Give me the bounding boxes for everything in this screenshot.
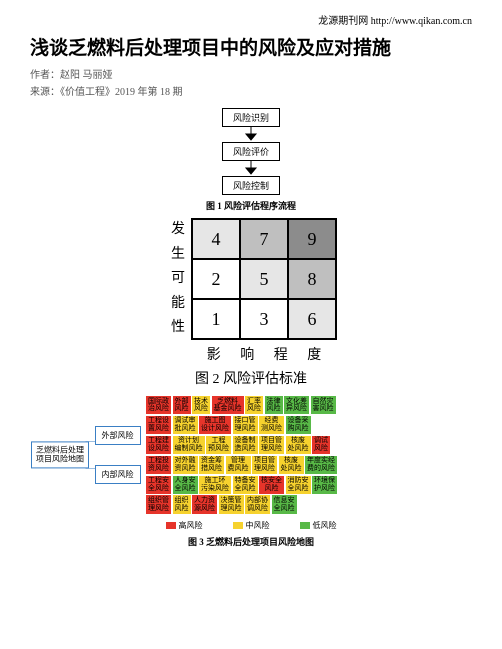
legend-label: 低风险 [313, 520, 337, 531]
risk-box: 决策管理风险 [219, 495, 244, 513]
risk-box: 技术风险 [192, 396, 210, 414]
fig1-box-3: 风险控制 [222, 176, 280, 195]
risk-box: 组织风险 [173, 495, 191, 513]
fig2-ylabel-char: 能 [171, 294, 185, 314]
risk-box: 调试审批风险 [173, 416, 198, 434]
fig2-cell: 2 [192, 259, 240, 299]
down-arrow-icon [244, 161, 258, 176]
risk-box: 工程设置风险 [146, 416, 171, 434]
risk-box: 核安全风险 [259, 476, 284, 494]
risk-box: 核废处风险 [279, 456, 304, 474]
legend-item: 中风险 [233, 520, 270, 531]
fig2-ylabel-char: 性 [171, 318, 185, 338]
risk-box: 经费测风险 [259, 416, 284, 434]
risk-box: 消防安全风险 [286, 476, 311, 494]
legend-swatch [233, 522, 243, 529]
risk-box: 国际政治风险 [146, 396, 171, 414]
risk-box: 施工图设计风险 [199, 416, 231, 434]
risk-box: 资金筹措风险 [199, 456, 224, 474]
figure-3: 乏燃料后处理项目风险地图 外部风险 内部风险 国际政治风险外部风险技术风险乏燃料… [31, 396, 471, 548]
risk-box: 接口管理风险 [233, 416, 258, 434]
fig2-cell: 4 [192, 219, 240, 259]
fig3-legend: 高风险 中风险 低风险 [31, 520, 471, 531]
risk-box: 人身安全风险 [173, 476, 198, 494]
fig2-ylabel-char: 发 [171, 220, 185, 240]
risk-box: 信息安全风险 [272, 495, 297, 513]
risk-box: 设备采购风险 [286, 416, 311, 434]
legend-swatch [300, 522, 310, 529]
fig3-row: 工程设置风险调试审批风险施工图设计风险接口管理风险经费测风险设备采购风险 [146, 416, 337, 434]
down-arrow-icon [244, 127, 258, 142]
risk-box: 项目管理风险 [259, 436, 284, 454]
risk-box: 核废处风险 [286, 436, 311, 454]
fig3-row: 工程投资风险对外融资风险资金筹措风险管理费风险项目管理风险核废处风险年度实经费的… [146, 456, 337, 474]
fig1-box-1: 风险识别 [222, 108, 280, 127]
fig3-row: 国际政治风险外部风险技术风险乏燃料基金风险汇率风险法律风险文化差异风险自然灾害风… [146, 396, 337, 414]
fig2-cell: 8 [288, 259, 336, 299]
fig2-cell: 5 [240, 259, 288, 299]
risk-box: 资计划编制风险 [173, 436, 205, 454]
fig3-caption: 图 3 乏燃料后处理项目风险地图 [31, 535, 471, 548]
source-link: 龙源期刊网 http://www.qikan.com.cn [30, 12, 472, 27]
fig2-ylabel-char: 生 [171, 245, 185, 265]
risk-box: 管理费风险 [226, 456, 251, 474]
fig3-row: 工程建设风险资计划编制风险工程预风险设备制造风险项目管理风险核废处风险调试风险 [146, 436, 337, 454]
fig2-cell: 3 [240, 299, 288, 339]
risk-box: 环境保护风险 [312, 476, 337, 494]
article-title: 浅谈乏燃料后处理项目中的风险及应对措施 [30, 33, 472, 60]
risk-box: 汇率风险 [245, 396, 263, 414]
risk-box: 外部风险 [173, 396, 191, 414]
fig3-row: 工程安全风险人身安全风险施工环污染风险特备安全风险核安全风险消防安全风险环境保护… [146, 476, 337, 494]
risk-box: 乏燃料基金风险 [212, 396, 244, 414]
risk-box: 特备安全风险 [233, 476, 258, 494]
fig3-branch-internal: 内部风险 [95, 465, 141, 484]
fig2-y-axis-label: 发生可能性 [165, 218, 191, 340]
fig2-risk-matrix: 479 258 136 [191, 218, 337, 340]
risk-box: 法律风险 [265, 396, 283, 414]
figure-1: 风险识别 风险评价 风险控制 图 1 风险评估程序流程 [176, 108, 326, 212]
risk-box: 工程安全风险 [146, 476, 171, 494]
legend-swatch [166, 522, 176, 529]
risk-box: 工程预风险 [206, 436, 231, 454]
fig1-caption: 图 1 风险评估程序流程 [206, 199, 296, 212]
risk-box: 工程投资风险 [146, 456, 171, 474]
risk-box: 对外融资风险 [173, 456, 198, 474]
legend-label: 高风险 [179, 520, 203, 531]
risk-box: 人力资源风险 [192, 495, 217, 513]
author-line: 作者：赵阳 马丽娅 [30, 66, 472, 81]
legend-item: 低风险 [300, 520, 337, 531]
risk-box: 施工环污染风险 [199, 476, 231, 494]
fig2-cell: 9 [288, 219, 336, 259]
risk-box: 组织管理风险 [146, 495, 171, 513]
fig2-cell: 6 [288, 299, 336, 339]
fig2-ylabel-char: 可 [171, 269, 185, 289]
risk-box: 工程建设风险 [146, 436, 171, 454]
risk-box: 自然灾害风险 [311, 396, 336, 414]
fig2-x-axis-label: 影 响 程 度 [173, 344, 330, 364]
risk-box: 年度实经费的风险 [305, 456, 337, 474]
fig3-row: 组织管理风险组织风险人力资源风险决策管理风险内部协调风险信息安全风险 [146, 495, 337, 513]
fig3-root-node: 乏燃料后处理项目风险地图 [31, 441, 89, 468]
risk-box: 内部协调风险 [245, 495, 270, 513]
risk-box: 项目管理风险 [252, 456, 277, 474]
risk-box: 调试风险 [312, 436, 330, 454]
risk-box: 文化差异风险 [284, 396, 309, 414]
fig1-box-2: 风险评价 [222, 142, 280, 161]
legend-label: 中风险 [246, 520, 270, 531]
fig3-branch-external: 外部风险 [95, 426, 141, 445]
fig3-risk-grid: 国际政治风险外部风险技术风险乏燃料基金风险汇率风险法律风险文化差异风险自然灾害风… [146, 396, 337, 514]
fig2-caption: 图 2 风险评估标准 [195, 368, 307, 388]
risk-box: 设备制造风险 [233, 436, 258, 454]
source-line: 来源：《价值工程》2019 年第 18 期 [30, 83, 472, 98]
fig2-cell: 7 [240, 219, 288, 259]
figure-2: 发生可能性 479 258 136 影 响 程 度 图 2 风险评估标准 [141, 218, 361, 388]
fig2-cell: 1 [192, 299, 240, 339]
legend-item: 高风险 [166, 520, 203, 531]
fig3-tree: 乏燃料后处理项目风险地图 外部风险 内部风险 [31, 426, 146, 484]
